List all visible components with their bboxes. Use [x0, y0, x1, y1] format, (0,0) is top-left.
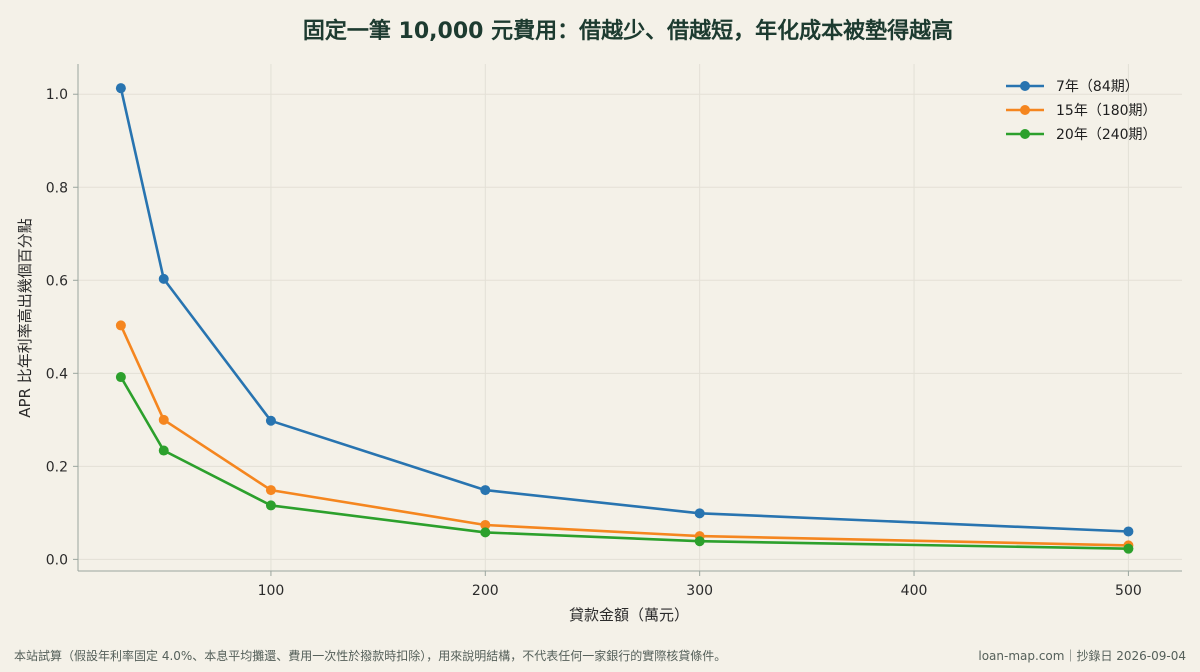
axes: 100 200 300 400 500 0.0 0.2 0.4 0.6 0.8 1.0 [46, 64, 1182, 599]
data-point [694, 508, 705, 519]
data-point [265, 485, 276, 496]
data-point [158, 414, 169, 425]
chart: 固定一筆 10,000 元費用：借越少、借越短，年化成本被墊得越高 100 200… [16, 18, 1182, 624]
data-point [480, 527, 491, 538]
legend-label: 20年（240期） [1056, 127, 1157, 143]
data-point [1123, 526, 1134, 537]
data-point [265, 500, 276, 511]
y-tick-label: 0.0 [46, 552, 68, 568]
series-line-0 [119, 86, 1130, 533]
series [115, 83, 1134, 554]
grid [78, 64, 1182, 571]
data-point [158, 273, 169, 284]
data-point [265, 415, 276, 426]
data-point [480, 485, 491, 496]
y-tick-label: 0.4 [46, 366, 68, 382]
legend-marker [1020, 105, 1030, 115]
y-tick-label: 0.2 [46, 459, 68, 475]
data-point [115, 372, 126, 383]
x-tick-label: 100 [258, 583, 285, 599]
y-tick-label: 0.6 [46, 273, 68, 289]
y-tick-label: 0.8 [46, 180, 68, 196]
data-point [694, 536, 705, 547]
x-axis-label: 貸款金額（萬元） [569, 606, 689, 624]
data-point [158, 445, 169, 456]
legend-marker [1020, 81, 1030, 91]
x-tick-label: 200 [472, 583, 499, 599]
legend: 7年（84期） 15年（180期） 20年（240期） [1006, 79, 1157, 143]
legend-marker [1020, 129, 1030, 139]
series-line-1 [119, 324, 1130, 547]
chart-title: 固定一筆 10,000 元費用：借越少、借越短，年化成本被墊得越高 [303, 18, 953, 44]
y-axis-label: APR 比年利率高出幾個百分點 [16, 218, 34, 418]
footer-note: 本站試算（假設年利率固定 4.0%、本息平均攤還、費用一次性於撥款時扣除），用來… [14, 649, 727, 663]
y-tick-label: 1.0 [46, 87, 68, 103]
legend-label: 15年（180期） [1056, 103, 1157, 119]
data-point [115, 320, 126, 331]
footer-source: loan-map.com｜抄錄日 2026-09-04 [978, 649, 1186, 663]
data-point [115, 83, 126, 94]
x-tick-label: 300 [686, 583, 713, 599]
legend-label: 7年（84期） [1056, 79, 1139, 95]
x-tick-label: 500 [1115, 583, 1142, 599]
x-tick-label: 400 [901, 583, 928, 599]
series-line-2 [119, 375, 1130, 551]
data-point [1123, 543, 1134, 554]
data-point [480, 519, 491, 530]
